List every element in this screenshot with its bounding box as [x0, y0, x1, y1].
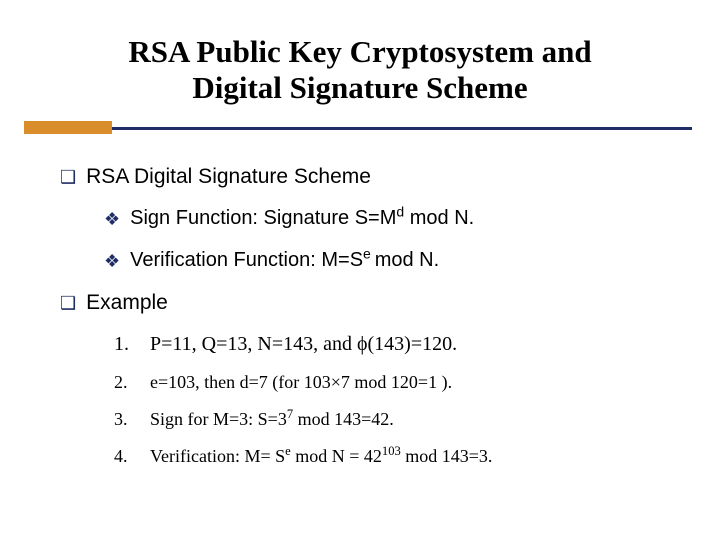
step-text: Verification: M= Se mod N = 42103 mod 14…	[150, 446, 492, 467]
title-block: RSA Public Key Cryptosystem and Digital …	[0, 0, 720, 117]
step-number: 3.	[114, 409, 150, 430]
title-line-1: RSA Public Key Cryptosystem and	[128, 34, 591, 69]
bullet-text: RSA Digital Signature Scheme	[86, 165, 371, 189]
diamond-bullet-icon: ❖	[104, 207, 120, 231]
sub-bullet-text: Verification Function: M=Se mod N.	[130, 249, 439, 272]
step-number: 2.	[114, 372, 150, 393]
bullet-example: ❑ Example	[60, 291, 660, 315]
step-text: e=103, then d=7 (for 103×7 mod 120=1 ).	[150, 372, 452, 393]
step-text: Sign for M=3: S=37 mod 143=42.	[150, 409, 394, 430]
underline-orange-accent	[24, 121, 112, 134]
square-bullet-icon: ❑	[60, 165, 76, 189]
square-bullet-icon: ❑	[60, 291, 76, 315]
step-number: 4.	[114, 446, 150, 467]
example-step-3: 3. Sign for M=3: S=37 mod 143=42.	[114, 409, 660, 430]
example-step-4: 4. Verification: M= Se mod N = 42103 mod…	[114, 446, 660, 467]
example-step-1: 1. P=11, Q=13, N=143, and ϕ(143)=120.	[114, 333, 660, 356]
example-step-2: 2. e=103, then d=7 (for 103×7 mod 120=1 …	[114, 372, 660, 393]
title-underline	[0, 121, 720, 141]
sub-bullets-group: ❖ Sign Function: Signature S=Md mod N. ❖…	[60, 207, 660, 273]
sub-bullet-text: Sign Function: Signature S=Md mod N.	[130, 207, 474, 230]
sub-bullet-sign-function: ❖ Sign Function: Signature S=Md mod N.	[104, 207, 660, 231]
slide: RSA Public Key Cryptosystem and Digital …	[0, 0, 720, 540]
step-text: P=11, Q=13, N=143, and ϕ(143)=120.	[150, 333, 457, 356]
slide-title: RSA Public Key Cryptosystem and Digital …	[60, 34, 660, 105]
diamond-bullet-icon: ❖	[104, 249, 120, 273]
title-line-2: Digital Signature Scheme	[192, 70, 527, 105]
bullet-rsa-scheme: ❑ RSA Digital Signature Scheme	[60, 165, 660, 189]
bullet-text: Example	[86, 291, 168, 315]
example-numbered-list: 1. P=11, Q=13, N=143, and ϕ(143)=120. 2.…	[60, 333, 660, 467]
sub-bullet-verification-function: ❖ Verification Function: M=Se mod N.	[104, 249, 660, 273]
underline-navy	[24, 127, 692, 130]
slide-body: ❑ RSA Digital Signature Scheme ❖ Sign Fu…	[0, 141, 720, 467]
step-number: 1.	[114, 333, 150, 356]
